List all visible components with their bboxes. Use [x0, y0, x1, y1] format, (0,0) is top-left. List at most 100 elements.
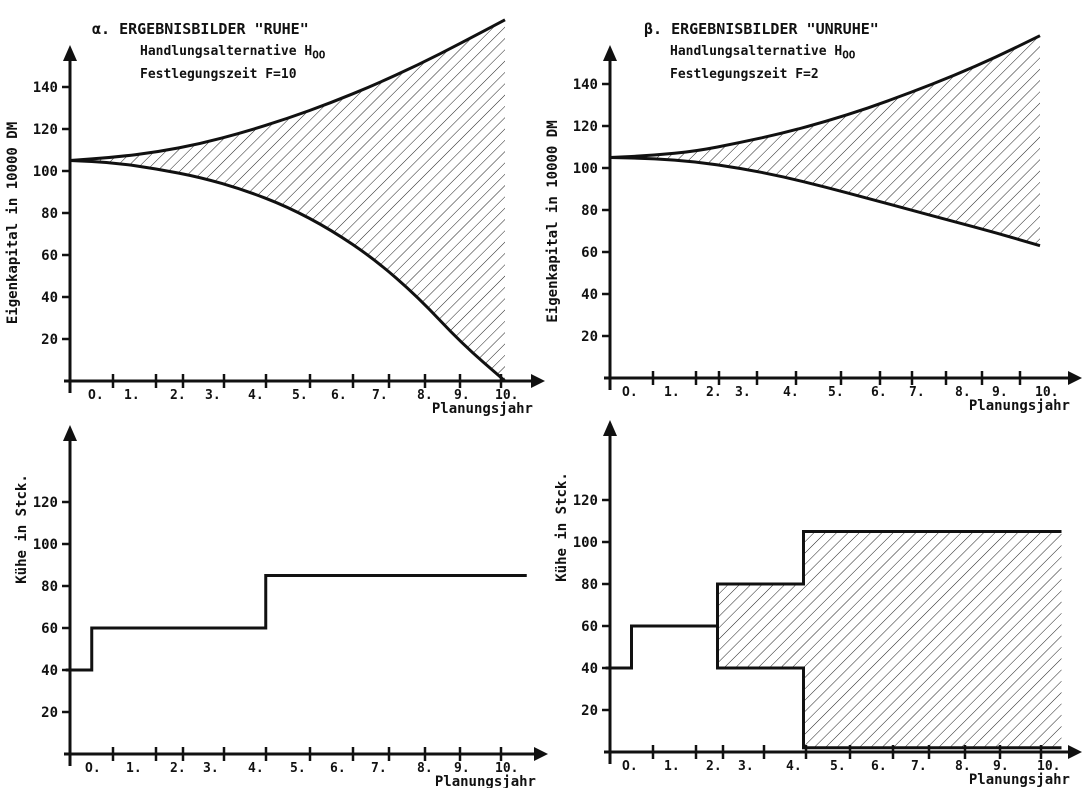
panel-d-hatched-region — [717, 531, 1062, 748]
panel-c-x-axis-label: Planungsjahr — [435, 774, 536, 788]
panel-d-y-tick-label: 20 — [581, 703, 598, 719]
panel-a-x-tick-label: 3. — [205, 388, 221, 403]
panel-a-hatched-region — [70, 19, 505, 382]
panel-b-x-axis-label: Planungsjahr — [969, 398, 1070, 414]
panel-a-y-tick-label: 120 — [33, 122, 58, 138]
panel-d-y-tick-label: 120 — [573, 493, 598, 509]
panel-a-x-tick-label: 10. — [495, 388, 518, 403]
panel-c-y-tick-label: 60 — [41, 621, 58, 637]
panel-d-x-tick-label: 10. — [1037, 759, 1060, 774]
panel-b-y-tick-label: 120 — [573, 119, 598, 135]
panel-b-y-tick-label: 100 — [573, 161, 598, 177]
panel-c-x-tick-label: 9. — [454, 761, 470, 776]
panel-d-x-tick-label: 7. — [911, 759, 927, 774]
panel-a-y-tick-label: 100 — [33, 164, 58, 180]
panel-c-y-tick-label: 100 — [33, 537, 58, 553]
panel-c: 20 40 60 80 100 120 O. 1. 2. 3. 4. 5. 6. 7. 8. 9. 10.Pla… — [14, 425, 548, 790]
panel-b-subtitle-line1: Handlungsalternative H — [670, 44, 843, 59]
panel-d-x-tick-label: 2. — [706, 759, 722, 774]
panel-a-x-tick-label: 2. — [170, 388, 186, 403]
panel-c-x-tick-label: 10. — [495, 761, 518, 776]
panel-a-subtitle-subscript: OO — [312, 48, 326, 62]
panel-b-y-tick-label: 140 — [573, 77, 598, 93]
panel-b-x-tick-label: 10. — [1035, 385, 1058, 400]
panel-b-x-tick-label: 3. — [735, 385, 751, 400]
panel-b-x-tick-label: O. — [622, 385, 638, 400]
panel-a-subtitle-line2: Festlegungszeit F=10 — [140, 66, 297, 82]
panel-a-y-tick-label: 40 — [41, 290, 58, 306]
panel-b-title: β. ERGEBNISBILDER "UNRUHE" — [644, 20, 879, 38]
panel-c-x-tick-label: 6. — [330, 761, 346, 776]
panel-a-y-tick-label: 20 — [41, 332, 58, 348]
panel-d-y-tick-label: 100 — [573, 535, 598, 551]
panel-a-y-tick-label: 140 — [33, 80, 58, 96]
panel-a-x-tick-label: 7. — [372, 388, 388, 403]
panel-a: 20 40 60 80 100 120 140 O. 1. 2. 3. 4. 5. 6. 7. 8. 9. 10.… — [5, 18, 545, 417]
panel-a-title: α. ERGEBNISBILDER "RUHE" — [92, 20, 309, 38]
panel-c-x-tick-label: 4. — [248, 761, 264, 776]
panel-d-y-axis-arrow — [603, 420, 617, 436]
panel-b-x-tick-label: 7. — [909, 385, 925, 400]
panel-a-subtitle: Handlungsalternative HOO Festlegungszeit… — [140, 42, 325, 84]
panel-c-x-tick-label: 8. — [417, 761, 433, 776]
panel-c-y-axis-arrow — [63, 425, 77, 441]
panel-a-y-tick-label: 80 — [41, 206, 58, 222]
panel-d-x-tick-label: 4. — [786, 759, 802, 774]
panel-a-lower-curve — [69, 159, 506, 383]
panel-c-x-tick-label: 1. — [126, 761, 142, 776]
panel-a-x-tick-label: O. — [88, 388, 104, 403]
panel-c-y-tick-label: 80 — [41, 579, 58, 595]
panel-c-y-axis-label: Kühe in Stck. — [14, 474, 30, 584]
panel-b-x-tick-label: 6. — [871, 385, 887, 400]
panel-b-hatched-region — [610, 35, 1040, 246]
panel-d-x-tick-label: 6. — [871, 759, 887, 774]
panel-c-x-tick-label: 3. — [203, 761, 219, 776]
panel-b-y-tick-label: 80 — [581, 203, 598, 219]
panel-b-x-tick-label: 8. — [955, 385, 971, 400]
panel-d-x-tick-label: 3. — [738, 759, 754, 774]
panel-b-subtitle: Handlungsalternative HOO Festlegungszeit… — [670, 42, 855, 84]
panel-a-subtitle-line1: Handlungsalternative H — [140, 44, 313, 59]
panel-d: 20 40 60 80 100 120 O. 1. 2. 3. 4. 5. 6. 7. 8. 9. 10.Pla… — [554, 420, 1082, 788]
panel-b-y-axis-label: Eigenkapital in 10000 DM — [545, 120, 561, 322]
panel-b-x-tick-label: 5. — [828, 385, 844, 400]
panel-a-y-axis-arrow — [63, 45, 77, 61]
panel-d-x-tick-label: 5. — [830, 759, 846, 774]
panel-b-x-tick-label: 9. — [992, 385, 1008, 400]
panel-d-step-line — [605, 530, 1062, 670]
panel-c-x-tick-label: 5. — [290, 761, 306, 776]
panel-b-subtitle-subscript: OO — [842, 48, 856, 62]
panel-a-y-axis-label: Eigenkapital in 10000 DM — [5, 122, 21, 324]
panel-b-subtitle-line2: Festlegungszeit F=2 — [670, 66, 819, 82]
panel-a-x-axis-label: Planungsjahr — [432, 401, 533, 417]
panel-a-upper-curve — [69, 18, 506, 162]
panel-a-y-tick-label: 60 — [41, 248, 58, 264]
panel-a-x-axis-arrow — [531, 374, 545, 388]
panel-c-x-tick-label: 7. — [371, 761, 387, 776]
panel-d-x-tick-label: 1. — [664, 759, 680, 774]
panel-a-x-tick-label: 4. — [248, 388, 264, 403]
panel-d-y-tick-label: 40 — [581, 661, 598, 677]
panel-c-x-tick-label: O. — [85, 761, 101, 776]
panel-d-x-tick-label: O. — [622, 759, 638, 774]
panel-d-y-axis-label: Kühe in Stck. — [554, 472, 570, 582]
panel-b-y-axis-arrow — [603, 45, 617, 61]
panel-b-y-tick-label: 20 — [581, 329, 598, 345]
panel-c-x-tick-label: 2. — [170, 761, 186, 776]
panel-c-y-tick-label: 20 — [41, 705, 58, 721]
panel-b: 20 40 60 80 100 120 140 O. 1. 2. 3. 4. 5. 6. 7. 8. 9. 10.… — [545, 34, 1082, 414]
panel-d-x-tick-label: 9. — [993, 759, 1009, 774]
panel-a-x-tick-label: 1. — [124, 388, 140, 403]
panel-b-x-tick-label: 1. — [664, 385, 680, 400]
panel-a-x-tick-label: 6. — [331, 388, 347, 403]
panel-c-step-line — [65, 574, 527, 672]
panel-d-y-tick-label: 60 — [581, 619, 598, 635]
panel-d-x-axis-arrow — [1068, 745, 1082, 759]
panel-b-x-tick-label: 2. — [706, 385, 722, 400]
panel-d-y-tick-label: 80 — [581, 577, 598, 593]
panel-c-y-tick-label: 120 — [33, 495, 58, 511]
panel-b-y-tick-label: 60 — [581, 245, 598, 261]
panel-d-x-axis-label: Planungsjahr — [969, 772, 1070, 788]
